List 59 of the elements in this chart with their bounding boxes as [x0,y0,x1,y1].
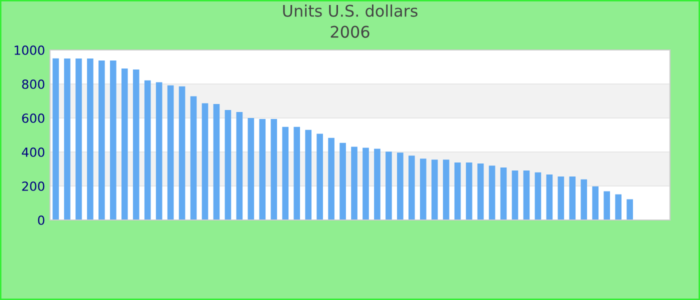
bar [477,164,484,220]
bar [442,160,450,220]
y-tick-label: 600 [22,113,44,123]
bar [534,172,542,220]
y-tick-label: 200 [22,181,44,191]
bar [178,86,186,220]
bar [213,104,220,220]
bar [98,60,105,220]
bar [512,170,518,220]
bar [190,96,197,220]
bar [305,130,312,220]
bar [110,60,116,220]
bar [351,146,358,220]
bar [626,199,633,220]
bar [294,126,300,220]
bar [408,156,415,220]
bar [580,179,588,220]
bar [362,148,369,220]
bar [340,142,346,220]
bar [76,58,82,220]
bar [259,119,266,220]
bar [546,174,553,220]
bar [282,126,289,220]
bar [604,191,610,220]
bar [248,118,254,220]
bar [121,68,128,220]
bar [144,80,151,220]
bar [397,152,404,220]
y-tick-label: 1000 [14,45,44,55]
y-tick-label: 800 [22,79,44,89]
bar [466,162,472,220]
bar [488,166,496,220]
chart-subtitle: 2006 [330,26,370,38]
bar [156,82,162,220]
chart-title: Units U.S. dollars [283,4,418,17]
bar [523,170,530,220]
bar [132,70,140,220]
bar [386,152,392,220]
bar [52,58,59,220]
bar [64,58,70,220]
bar [167,85,174,220]
bar [270,119,278,220]
bar [87,58,94,220]
bar [592,186,599,220]
bar [558,176,564,220]
bar [420,158,426,220]
y-tick-label: 400 [22,147,44,157]
bar [236,112,243,220]
bar [374,148,380,220]
bar [500,167,507,220]
y-tick-label: 0 [38,215,44,225]
bar [569,176,576,220]
bar [454,162,461,220]
bar [316,134,323,220]
bar [431,160,438,220]
bar [615,194,622,220]
bar [328,138,334,220]
bar [224,110,232,220]
bar [202,103,208,220]
